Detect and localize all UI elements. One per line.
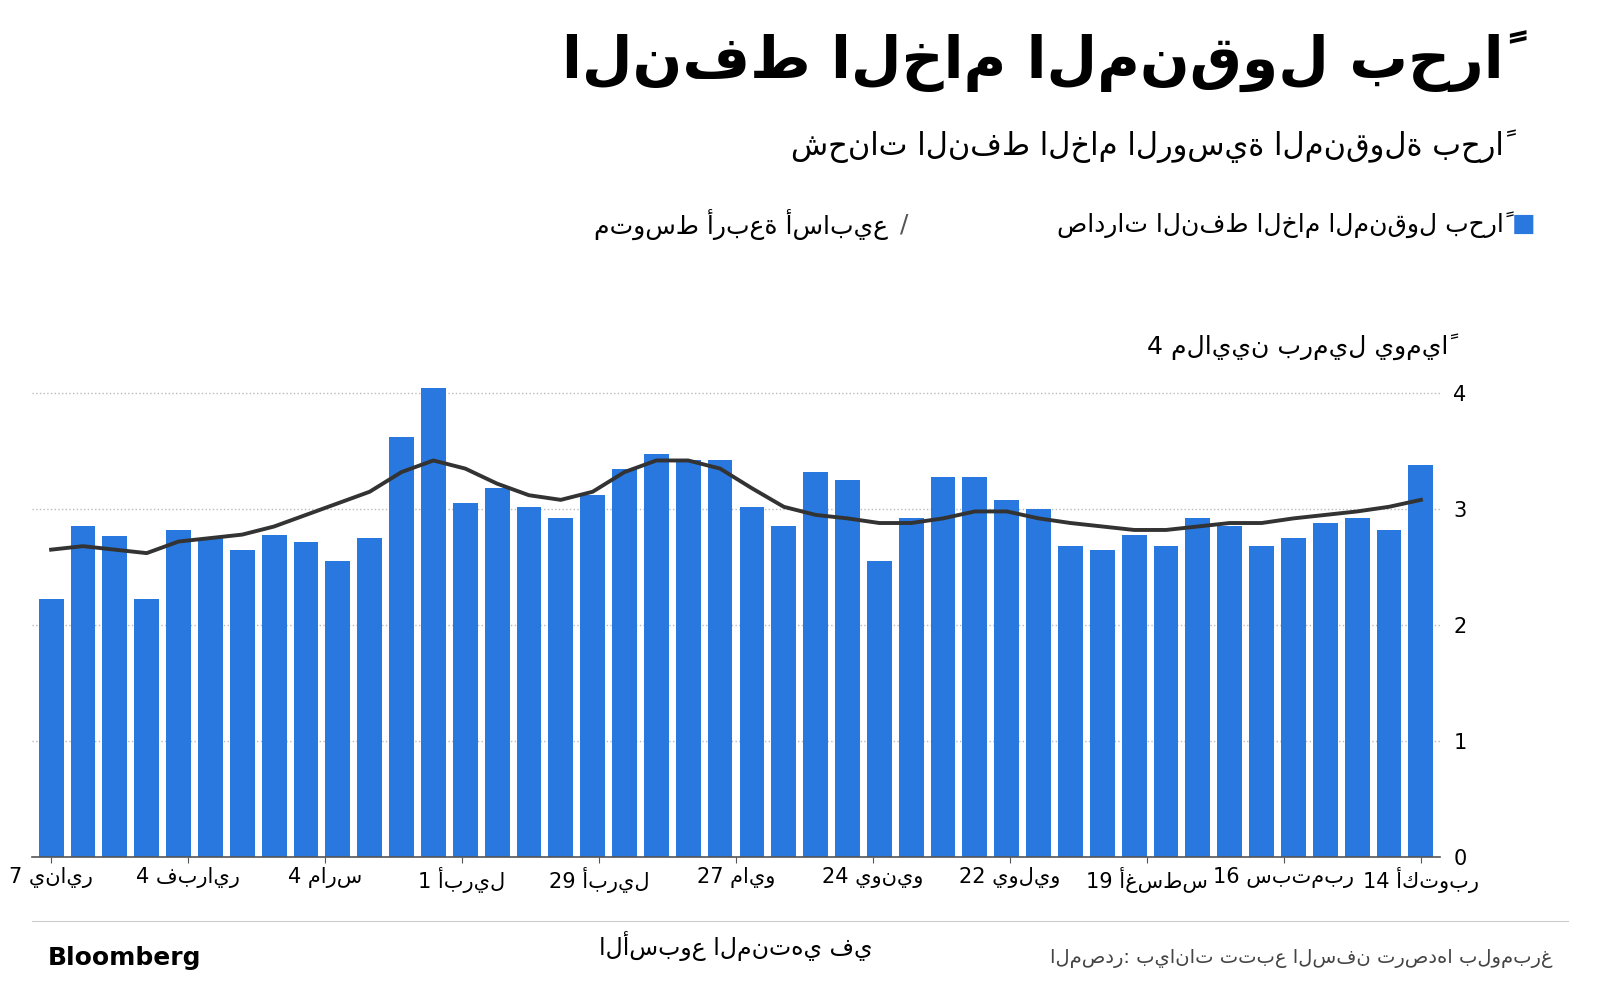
Bar [1408,465,1434,857]
Bar [994,500,1019,857]
Bar [389,437,414,857]
Text: صادرات النفط الخام المنقول بحراً: صادرات النفط الخام المنقول بحراً [1058,211,1504,237]
Bar [1154,546,1179,857]
Bar [453,503,478,857]
Bar [803,472,829,857]
Bar [1090,550,1115,857]
Bar [739,507,765,857]
Bar [134,600,158,857]
Bar [1058,546,1083,857]
Bar [1282,538,1306,857]
Text: المصدر: بيانات تتبع السفن ترصدها بلومبرغ: المصدر: بيانات تتبع السفن ترصدها بلومبرغ [1050,948,1552,968]
Bar [581,495,605,857]
Text: ■: ■ [1512,212,1536,236]
Bar [1218,527,1242,857]
Bar [70,527,96,857]
Bar [485,488,509,857]
Bar [325,561,350,857]
Text: /: / [899,212,909,236]
Bar [1186,518,1210,857]
Bar [1314,523,1338,857]
Bar [1344,518,1370,857]
Bar [613,468,637,857]
Bar [1122,535,1147,857]
Bar [771,527,797,857]
Text: متوسط أربعة أسابيع: متوسط أربعة أسابيع [594,208,888,240]
Bar [262,535,286,857]
Bar [1026,509,1051,857]
Bar [963,477,987,857]
Bar [166,530,190,857]
Bar [517,507,541,857]
Bar [293,542,318,857]
Bar [549,518,573,857]
Text: شحنات النفط الخام الروسية المنقولة بحراً: شحنات النفط الخام الروسية المنقولة بحراً [790,129,1504,163]
Bar [931,477,955,857]
Bar [1376,530,1402,857]
Bar [421,387,446,857]
Text: النفط الخام المنقول بحراً: النفط الخام المنقول بحراً [562,30,1504,92]
Bar [867,561,891,857]
Text: 4 ملايين برميل يومياً: 4 ملايين برميل يومياً [1147,334,1448,361]
Text: Bloomberg: Bloomberg [48,946,202,970]
Bar [675,460,701,857]
Bar [1250,546,1274,857]
Bar [835,480,859,857]
Bar [707,460,733,857]
Bar [357,538,382,857]
Bar [102,536,128,857]
Text: الأسبوع المنتهي في: الأسبوع المنتهي في [600,931,872,961]
Bar [38,600,64,857]
Bar [230,550,254,857]
Bar [643,453,669,857]
Bar [198,538,222,857]
Bar [899,518,923,857]
